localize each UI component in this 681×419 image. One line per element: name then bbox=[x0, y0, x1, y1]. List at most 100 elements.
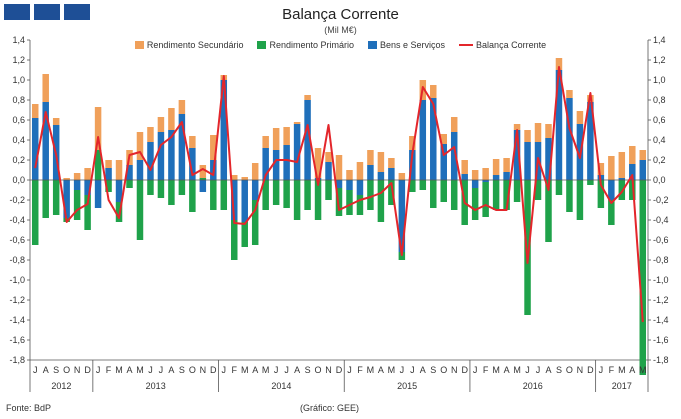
legend-item-secundario: Rendimento Secundário bbox=[134, 40, 243, 50]
bar-rendimento-secundario bbox=[199, 165, 207, 178]
bar-rendimento-secundario bbox=[105, 160, 112, 168]
y-tick-label-left: -0,2 bbox=[9, 195, 25, 205]
y-tick-label-right: 1,4 bbox=[653, 35, 666, 45]
bar-rendimento-primario bbox=[94, 150, 102, 180]
x-tick-label-month: J bbox=[400, 365, 405, 375]
bar-rendimento-primario bbox=[168, 180, 175, 205]
y-tick-label-left: 0,8 bbox=[12, 95, 25, 105]
bar-rendimento-secundario bbox=[210, 135, 217, 160]
bar-rendimento-primario bbox=[545, 180, 552, 242]
x-year-label: 2016 bbox=[523, 381, 543, 391]
x-tick-label-month: J bbox=[473, 365, 478, 375]
bar-rendimento-secundario bbox=[629, 146, 636, 164]
bar-bens-servicos bbox=[629, 164, 636, 180]
bar-rendimento-primario bbox=[513, 180, 521, 202]
bar-bens-servicos bbox=[241, 180, 248, 222]
x-tick-label-month: J bbox=[410, 365, 415, 375]
bar-rendimento-secundario bbox=[377, 152, 385, 172]
x-tick-label-month: D bbox=[336, 365, 343, 375]
legend-label-bens: Bens e Serviços bbox=[380, 40, 446, 50]
credit-note: (Gráfico: GEE) bbox=[300, 403, 360, 413]
legend-item-bens: Bens e Serviços bbox=[368, 40, 445, 50]
bar-bens-servicos bbox=[105, 168, 112, 180]
bar-rendimento-primario bbox=[440, 180, 447, 202]
x-tick-label-month: M bbox=[513, 365, 521, 375]
y-tick-label-right: 1,0 bbox=[653, 75, 666, 85]
bar-rendimento-secundario bbox=[73, 173, 81, 180]
bar-bens-servicos bbox=[220, 80, 228, 180]
x-tick-label-month: J bbox=[33, 365, 38, 375]
bar-rendimento-secundario bbox=[178, 100, 186, 114]
bar-rendimento-secundario bbox=[147, 127, 154, 142]
bar-rendimento-primario bbox=[503, 180, 510, 210]
bar-rendimento-primario bbox=[367, 180, 374, 210]
y-tick-label-left: 1,4 bbox=[12, 35, 25, 45]
bar-bens-servicos bbox=[482, 180, 489, 182]
x-tick-label-month: M bbox=[262, 365, 270, 375]
x-tick-label-month: M bbox=[618, 365, 626, 375]
x-tick-label-month: O bbox=[189, 365, 196, 375]
y-tick-label-right: -1,6 bbox=[653, 335, 669, 345]
bar-rendimento-secundario bbox=[304, 95, 311, 100]
bar-rendimento-primario bbox=[419, 180, 427, 190]
bar-rendimento-secundario bbox=[231, 175, 238, 180]
y-tick-label-right: -0,4 bbox=[653, 215, 669, 225]
bar-bens-servicos bbox=[304, 100, 311, 180]
bar-bens-servicos bbox=[440, 144, 447, 180]
bar-rendimento-primario bbox=[471, 188, 479, 220]
y-tick-label-left: 1,0 bbox=[12, 75, 25, 85]
y-tick-label-left: 1,2 bbox=[12, 55, 25, 65]
bar-rendimento-primario bbox=[398, 252, 406, 260]
bar-bens-servicos bbox=[84, 180, 91, 195]
y-tick-label-right: 0,0 bbox=[653, 175, 666, 185]
bar-rendimento-primario bbox=[126, 180, 133, 188]
bar-rendimento-secundario bbox=[524, 130, 531, 142]
x-tick-label-month: S bbox=[53, 365, 59, 375]
x-tick-label-month: N bbox=[200, 365, 207, 375]
legend-item-primario: Rendimento Primário bbox=[257, 40, 354, 50]
bar-rendimento-primario bbox=[178, 180, 186, 195]
bar-rendimento-primario bbox=[534, 180, 542, 200]
y-tick-label-left: 0,6 bbox=[12, 115, 25, 125]
legend-label-balanca: Balança Corrente bbox=[476, 40, 547, 50]
bar-bens-servicos bbox=[430, 98, 437, 180]
bar-rendimento-secundario bbox=[461, 160, 468, 174]
bar-rendimento-primario bbox=[157, 180, 165, 198]
bar-rendimento-primario bbox=[377, 180, 385, 222]
x-tick-label-month: A bbox=[545, 365, 551, 375]
x-tick-label-month: M bbox=[241, 365, 249, 375]
y-tick-label-left: -0,8 bbox=[9, 255, 25, 265]
x-tick-label-month: N bbox=[325, 365, 332, 375]
bar-rendimento-secundario bbox=[335, 155, 343, 180]
bar-bens-servicos bbox=[356, 180, 364, 195]
x-tick-label-month: O bbox=[566, 365, 573, 375]
y-tick-label-right: -0,8 bbox=[653, 255, 669, 265]
y-tick-label-right: 1,2 bbox=[653, 55, 666, 65]
x-tick-label-month: S bbox=[430, 365, 436, 375]
x-year-label: 2012 bbox=[51, 381, 71, 391]
bar-bens-servicos bbox=[31, 118, 39, 180]
bar-bens-servicos bbox=[251, 180, 259, 200]
bar-rendimento-secundario bbox=[283, 127, 290, 145]
bar-bens-servicos bbox=[398, 180, 406, 252]
legend-swatch-balanca bbox=[459, 44, 474, 46]
bar-bens-servicos bbox=[293, 124, 301, 180]
bar-bens-servicos bbox=[147, 142, 154, 180]
x-tick-label-month: J bbox=[148, 365, 153, 375]
bar-bens-servicos bbox=[42, 102, 49, 180]
bar-rendimento-secundario bbox=[440, 134, 447, 144]
y-tick-label-left: 0,4 bbox=[12, 135, 25, 145]
chart-title: Balança Corrente bbox=[282, 6, 399, 23]
bar-rendimento-primario bbox=[220, 180, 228, 210]
bar-rendimento-secundario bbox=[293, 122, 301, 124]
x-tick-label-month: A bbox=[294, 365, 300, 375]
x-tick-label-month: A bbox=[127, 365, 133, 375]
bar-rendimento-primario bbox=[42, 180, 49, 218]
bar-rendimento-primario bbox=[492, 180, 500, 210]
x-tick-label-month: N bbox=[451, 365, 458, 375]
bar-rendimento-secundario bbox=[251, 163, 259, 180]
bar-bens-servicos bbox=[262, 148, 269, 180]
bar-rendimento-primario bbox=[272, 180, 280, 205]
x-tick-label-month: J bbox=[274, 365, 279, 375]
